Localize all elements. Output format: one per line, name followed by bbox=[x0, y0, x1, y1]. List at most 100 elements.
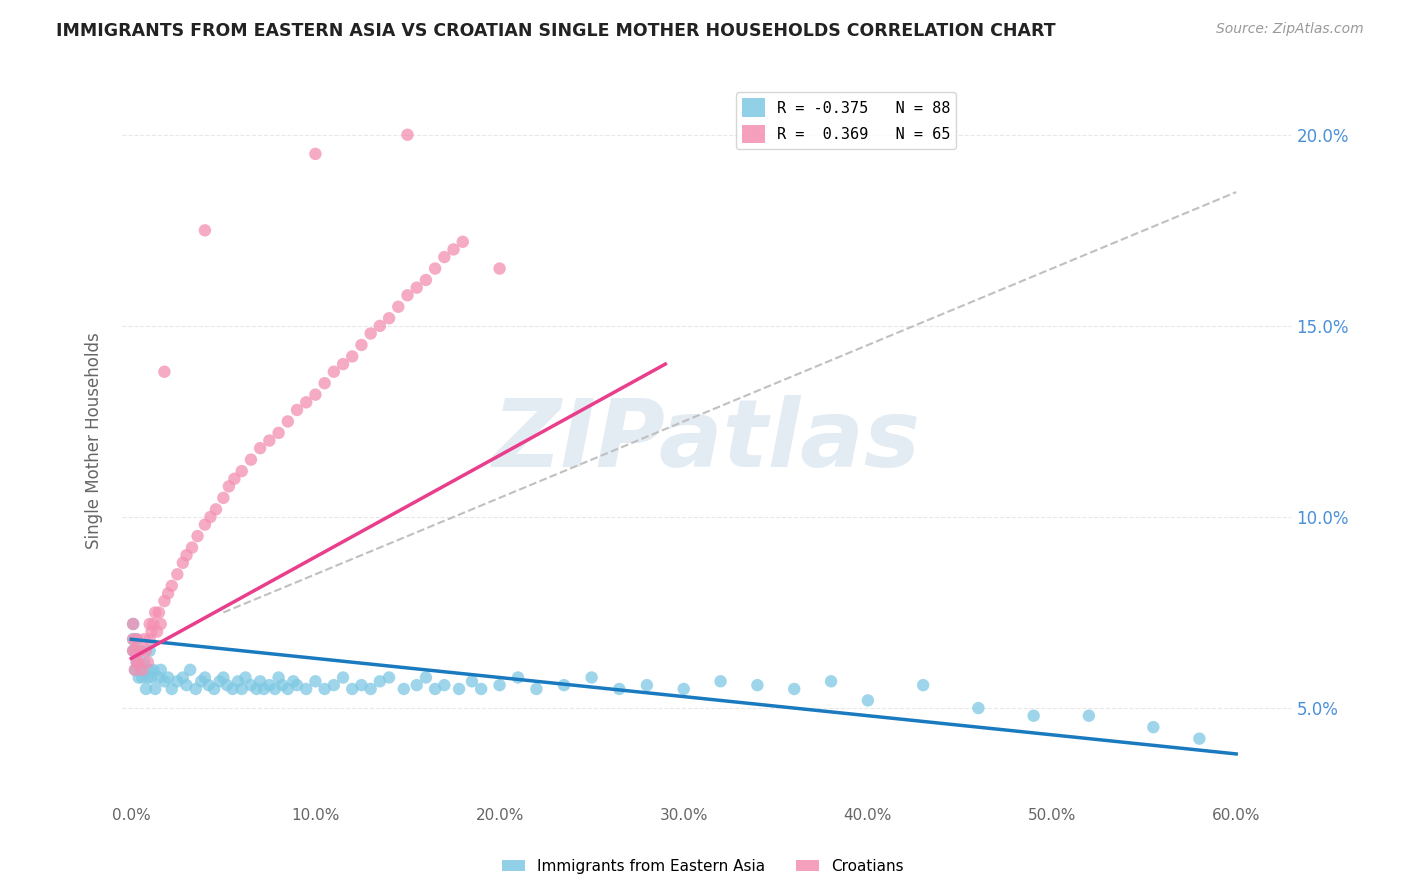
Point bbox=[820, 674, 842, 689]
Point bbox=[295, 681, 318, 696]
Point bbox=[433, 250, 456, 264]
Point bbox=[146, 624, 169, 639]
Point bbox=[208, 674, 231, 689]
Point bbox=[215, 678, 238, 692]
Point bbox=[304, 674, 326, 689]
Point bbox=[271, 678, 294, 692]
Point bbox=[405, 678, 427, 692]
Point bbox=[124, 663, 146, 677]
Point bbox=[135, 644, 157, 658]
Point bbox=[153, 365, 176, 379]
Point bbox=[1142, 720, 1164, 734]
Point bbox=[423, 681, 446, 696]
Point bbox=[488, 261, 510, 276]
Point bbox=[526, 681, 548, 696]
Point bbox=[122, 617, 145, 632]
Point bbox=[672, 681, 695, 696]
Point bbox=[142, 617, 165, 632]
Point bbox=[783, 681, 806, 696]
Point bbox=[172, 556, 194, 570]
Point bbox=[153, 674, 176, 689]
Point bbox=[378, 671, 401, 685]
Point bbox=[285, 403, 308, 417]
Point bbox=[967, 701, 990, 715]
Point bbox=[172, 671, 194, 685]
Point bbox=[350, 338, 373, 352]
Point bbox=[149, 663, 172, 677]
Point bbox=[138, 617, 160, 632]
Point bbox=[392, 681, 415, 696]
Point bbox=[267, 425, 290, 440]
Point bbox=[176, 678, 198, 692]
Point bbox=[342, 350, 364, 364]
Point bbox=[122, 617, 145, 632]
Point bbox=[451, 235, 474, 249]
Point bbox=[138, 663, 160, 677]
Point bbox=[226, 674, 249, 689]
Point bbox=[322, 365, 344, 379]
Point bbox=[143, 606, 166, 620]
Point bbox=[396, 288, 419, 302]
Point bbox=[157, 671, 180, 685]
Point bbox=[125, 632, 148, 647]
Point bbox=[141, 624, 163, 639]
Point bbox=[231, 464, 253, 478]
Point bbox=[136, 671, 159, 685]
Point bbox=[143, 681, 166, 696]
Point bbox=[322, 678, 344, 692]
Point bbox=[239, 678, 262, 692]
Point bbox=[461, 674, 484, 689]
Point bbox=[194, 223, 217, 237]
Point bbox=[264, 681, 287, 696]
Point bbox=[131, 663, 153, 677]
Text: Source: ZipAtlas.com: Source: ZipAtlas.com bbox=[1216, 22, 1364, 37]
Point bbox=[128, 655, 150, 669]
Point bbox=[128, 671, 150, 685]
Point bbox=[122, 632, 145, 647]
Point bbox=[122, 644, 145, 658]
Point bbox=[332, 671, 354, 685]
Point bbox=[581, 671, 603, 685]
Point bbox=[396, 128, 419, 142]
Point bbox=[141, 671, 163, 685]
Point bbox=[360, 681, 382, 696]
Point bbox=[184, 681, 207, 696]
Point bbox=[267, 671, 290, 685]
Point bbox=[387, 300, 409, 314]
Point bbox=[221, 681, 243, 696]
Point bbox=[179, 663, 201, 677]
Point bbox=[124, 644, 146, 658]
Point bbox=[122, 644, 145, 658]
Point bbox=[197, 678, 219, 692]
Point bbox=[134, 632, 156, 647]
Point bbox=[129, 644, 152, 658]
Point bbox=[314, 681, 336, 696]
Point bbox=[415, 273, 437, 287]
Point bbox=[488, 678, 510, 692]
Point bbox=[304, 387, 326, 401]
Point bbox=[368, 318, 391, 333]
Point bbox=[212, 671, 235, 685]
Point bbox=[218, 479, 240, 493]
Point bbox=[136, 655, 159, 669]
Point bbox=[378, 311, 401, 326]
Point bbox=[342, 681, 364, 696]
Point bbox=[249, 441, 271, 455]
Point bbox=[295, 395, 318, 409]
Point bbox=[153, 594, 176, 608]
Point bbox=[129, 644, 152, 658]
Text: IMMIGRANTS FROM EASTERN ASIA VS CROATIAN SINGLE MOTHER HOUSEHOLDS CORRELATION CH: IMMIGRANTS FROM EASTERN ASIA VS CROATIAN… bbox=[56, 22, 1056, 40]
Point bbox=[160, 579, 183, 593]
Point bbox=[157, 586, 180, 600]
Point bbox=[160, 681, 183, 696]
Point bbox=[142, 663, 165, 677]
Point bbox=[332, 357, 354, 371]
Point bbox=[138, 644, 160, 658]
Point bbox=[166, 567, 188, 582]
Point bbox=[125, 655, 148, 669]
Point bbox=[304, 147, 326, 161]
Point bbox=[350, 678, 373, 692]
Point bbox=[285, 678, 308, 692]
Point bbox=[231, 681, 253, 696]
Point bbox=[149, 617, 172, 632]
